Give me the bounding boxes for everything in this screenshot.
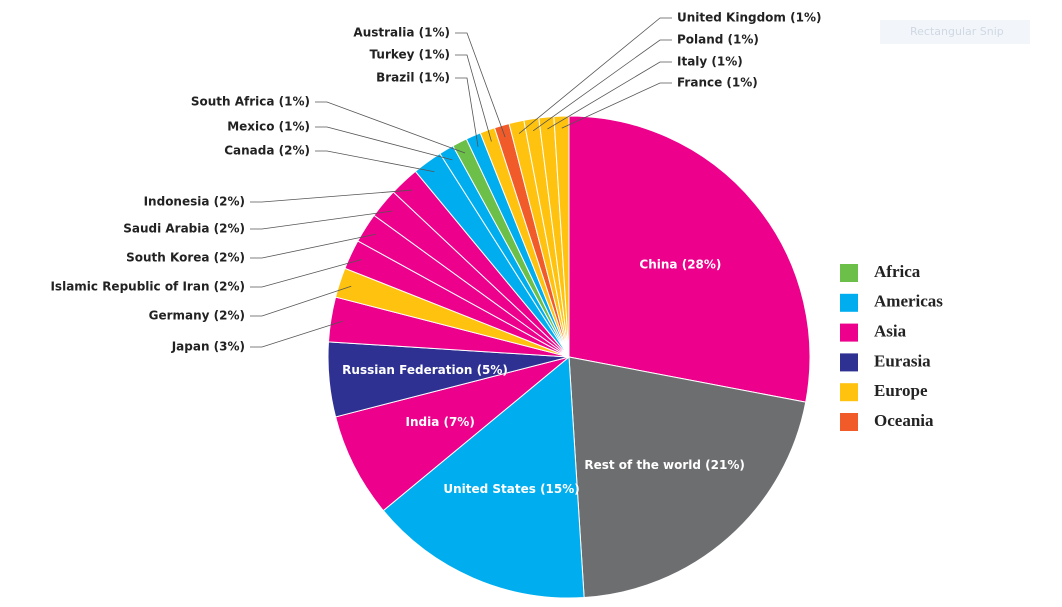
leader-line: [250, 233, 376, 259]
pie-slice: [568, 115, 811, 403]
pie-slice: [334, 356, 570, 512]
legend-label: Oceania: [874, 411, 934, 430]
slice-label: Saudi Arabia (2%): [123, 222, 245, 236]
slice-label: India (7%): [405, 415, 474, 429]
leader-line: [250, 285, 352, 317]
legend-swatch: [840, 383, 858, 402]
slice-label: South Africa (1%): [191, 95, 310, 109]
pie-slice: [382, 355, 585, 599]
legend-swatch: [840, 413, 858, 431]
slice-label: Italy (1%): [677, 55, 743, 69]
slice-label: China (28%): [639, 257, 721, 271]
leader-line: [547, 61, 672, 130]
slice-label: Japan (3%): [171, 340, 245, 354]
slice-label: Australia (1%): [353, 26, 450, 40]
slice-label: Germany (2%): [149, 309, 245, 323]
legend-swatch: [840, 353, 858, 372]
slice-label: Canada (2%): [224, 144, 310, 158]
legend-swatch: [840, 323, 858, 342]
leader-line: [250, 210, 393, 230]
slice-label: France (1%): [677, 76, 758, 90]
leader-line: [455, 77, 479, 147]
leader-line: [315, 150, 435, 173]
slice-label: Poland (1%): [677, 33, 759, 47]
legend-label: Europe: [874, 381, 928, 400]
leader-line: [561, 82, 672, 129]
slice-label: Brazil (1%): [376, 71, 450, 85]
legend-swatch: [840, 293, 858, 312]
pie-slice: [568, 356, 807, 599]
slice-label: Turkey (1%): [370, 48, 450, 62]
leader-line: [250, 259, 362, 288]
leader-line: [250, 189, 413, 203]
snip-label: Rectangular Snip: [910, 25, 1004, 38]
slice-label: Russian Federation (5%): [342, 363, 508, 377]
leader-line: [532, 39, 672, 132]
slice-label: Mexico (1%): [227, 120, 310, 134]
legend-swatch: [840, 264, 858, 282]
slice-label: Rest of the world (21%): [584, 458, 745, 472]
leader-line: [518, 17, 672, 134]
leader-line: [315, 126, 453, 161]
slice-label: United States (15%): [443, 482, 579, 496]
leader-line: [250, 320, 343, 348]
slice-label: South Korea (2%): [126, 251, 245, 265]
slice-label: Indonesia (2%): [144, 195, 245, 209]
leader-line: [315, 101, 466, 154]
legend-label: Asia: [874, 322, 907, 341]
slice-label: Islamic Republic of Iran (2%): [50, 280, 245, 294]
leader-line: [455, 54, 492, 142]
snip-box: [880, 20, 1030, 44]
legend-label: Africa: [874, 262, 921, 281]
leader-line: [455, 32, 506, 138]
legend-label: Eurasia: [874, 351, 931, 370]
legend-label: Americas: [874, 292, 943, 311]
slice-label: United Kingdom (1%): [677, 11, 821, 25]
